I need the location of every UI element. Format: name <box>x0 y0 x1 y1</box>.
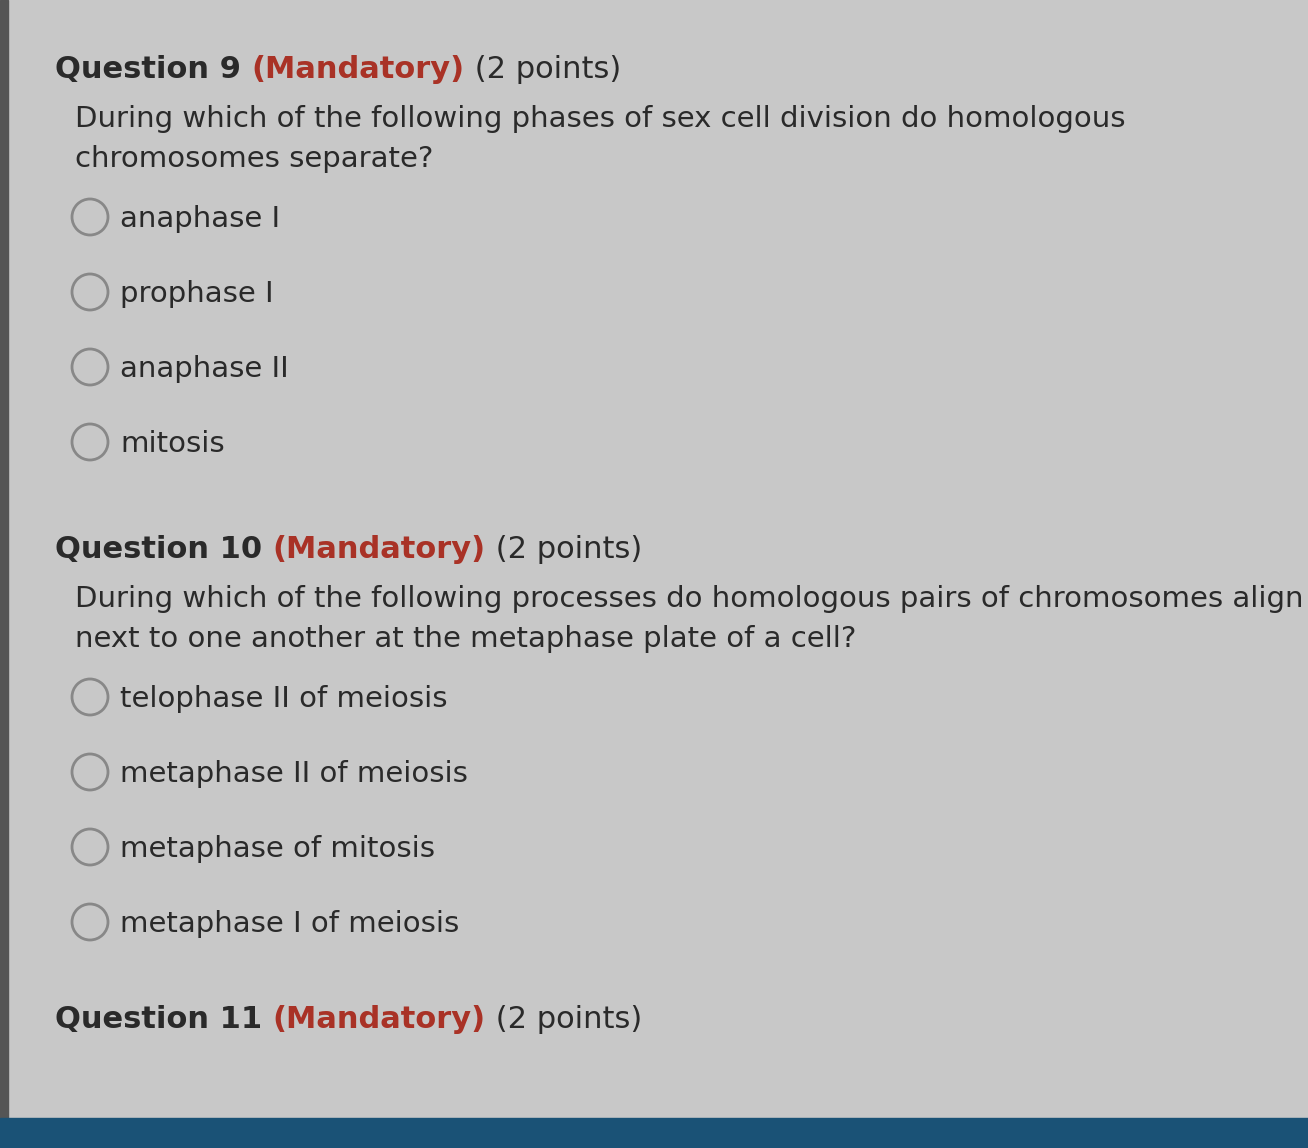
Bar <box>0 1118 1308 1148</box>
Text: prophase I: prophase I <box>120 280 273 308</box>
Text: metaphase II of meiosis: metaphase II of meiosis <box>120 760 468 788</box>
Text: anaphase I: anaphase I <box>120 205 280 233</box>
Text: Question 11: Question 11 <box>55 1004 273 1034</box>
Text: (2 points): (2 points) <box>485 535 642 564</box>
Text: anaphase II: anaphase II <box>120 355 289 383</box>
Bar <box>0 0 8 1148</box>
Text: metaphase I of meiosis: metaphase I of meiosis <box>120 910 459 938</box>
Text: next to one another at the metaphase plate of a cell?: next to one another at the metaphase pla… <box>75 625 857 653</box>
Text: (Mandatory): (Mandatory) <box>273 535 485 564</box>
Text: metaphase of mitosis: metaphase of mitosis <box>120 835 436 863</box>
Text: (2 points): (2 points) <box>485 1004 642 1034</box>
Text: Question 9: Question 9 <box>55 55 251 84</box>
Text: (Mandatory): (Mandatory) <box>273 1004 485 1034</box>
Text: chromosomes separate?: chromosomes separate? <box>75 145 433 173</box>
Text: (Mandatory): (Mandatory) <box>251 55 464 84</box>
Text: mitosis: mitosis <box>120 430 225 458</box>
Text: During which of the following phases of sex cell division do homologous: During which of the following phases of … <box>75 104 1125 133</box>
Text: During which of the following processes do homologous pairs of chromosomes align: During which of the following processes … <box>75 585 1304 613</box>
Text: telophase II of meiosis: telophase II of meiosis <box>120 685 447 713</box>
Text: Question 10: Question 10 <box>55 535 273 564</box>
Text: (2 points): (2 points) <box>464 55 621 84</box>
